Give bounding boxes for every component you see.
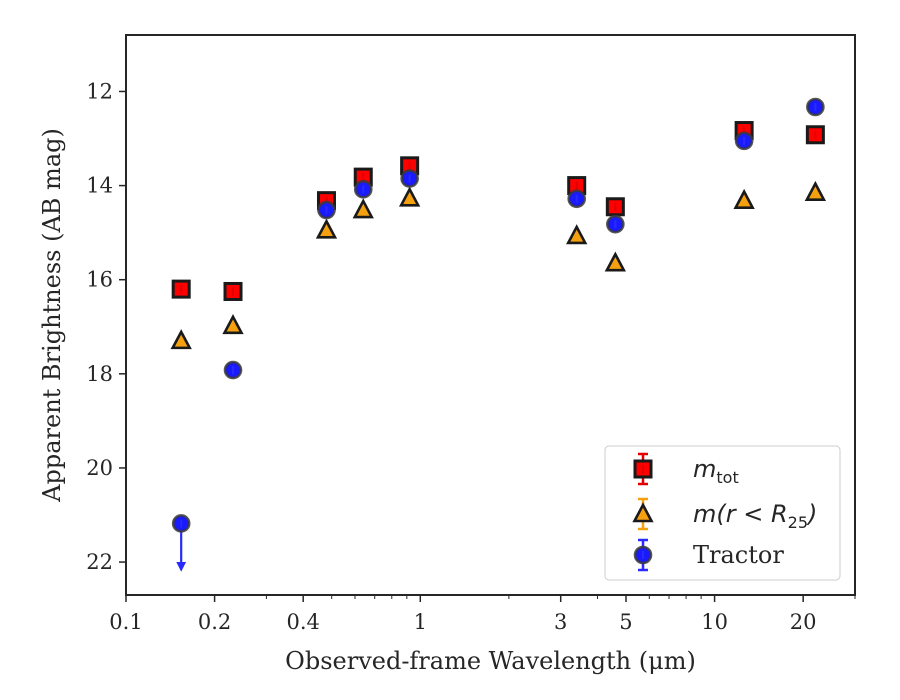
point-circle	[223, 360, 243, 380]
point-circle	[606, 214, 625, 234]
y-tick-label: 16	[86, 268, 113, 292]
data-points	[170, 97, 827, 572]
x-tick-label: 10	[701, 610, 728, 634]
legend-item: m(r < R25)	[632, 497, 817, 532]
point-circle	[171, 514, 191, 533]
plot-frame	[125, 34, 856, 596]
legend: mtot m(r < R25) Tractor	[604, 445, 841, 581]
x-tick-label: 1	[414, 610, 427, 634]
x-tick-label: 0.2	[198, 610, 231, 634]
legend-label: m(r < R25)	[693, 500, 817, 532]
point-circle	[400, 169, 419, 188]
point-circle	[317, 200, 336, 220]
point-square	[223, 281, 243, 301]
y-tick-label: 20	[86, 456, 113, 480]
x-tick-label: 0.4	[286, 610, 319, 634]
x-tick-label: 0.1	[109, 610, 142, 634]
y-axis-title: Apparent Brightness (AB mag)	[38, 128, 66, 503]
point-circle	[806, 97, 825, 117]
point-triangle	[352, 198, 374, 219]
point-triangle	[566, 224, 588, 245]
legend-item: mtot	[633, 452, 739, 487]
point-triangle	[315, 218, 338, 239]
point-triangle	[398, 186, 421, 207]
point-circle	[567, 189, 587, 209]
legend-label: mtot	[693, 455, 739, 487]
y-tick-label: 22	[86, 550, 113, 574]
legend-marker-square	[633, 459, 653, 479]
point-circle	[353, 180, 373, 199]
legend-item: Tractor	[633, 538, 784, 572]
x-tick-label: 20	[790, 610, 817, 634]
axis-ticks: 0.1 0.2 0.4 1 3 5 10 20 12 14 16 18 20 22	[86, 79, 856, 634]
x-axis-title: Observed-frame Wavelength (μm)	[285, 647, 696, 675]
y-tick-label: 14	[86, 174, 113, 198]
y-tick-label: 12	[86, 79, 113, 103]
point-triangle	[733, 188, 755, 209]
legend-label: Tractor	[693, 541, 784, 569]
point-square	[171, 279, 191, 299]
point-triangle	[170, 329, 192, 350]
point-square	[605, 197, 625, 217]
x-tick-label: 3	[554, 610, 567, 634]
legend-box	[604, 445, 841, 581]
legend-marker-triangle	[632, 502, 654, 523]
point-square	[805, 125, 825, 145]
point-circle	[734, 131, 754, 151]
point-triangle	[222, 314, 244, 335]
point-triangle	[804, 180, 827, 201]
point-square	[567, 176, 587, 196]
point-triangle	[604, 251, 627, 272]
legend-marker-circle	[633, 545, 653, 565]
x-tick-label: 5	[619, 610, 632, 634]
y-tick-label: 18	[86, 362, 113, 386]
